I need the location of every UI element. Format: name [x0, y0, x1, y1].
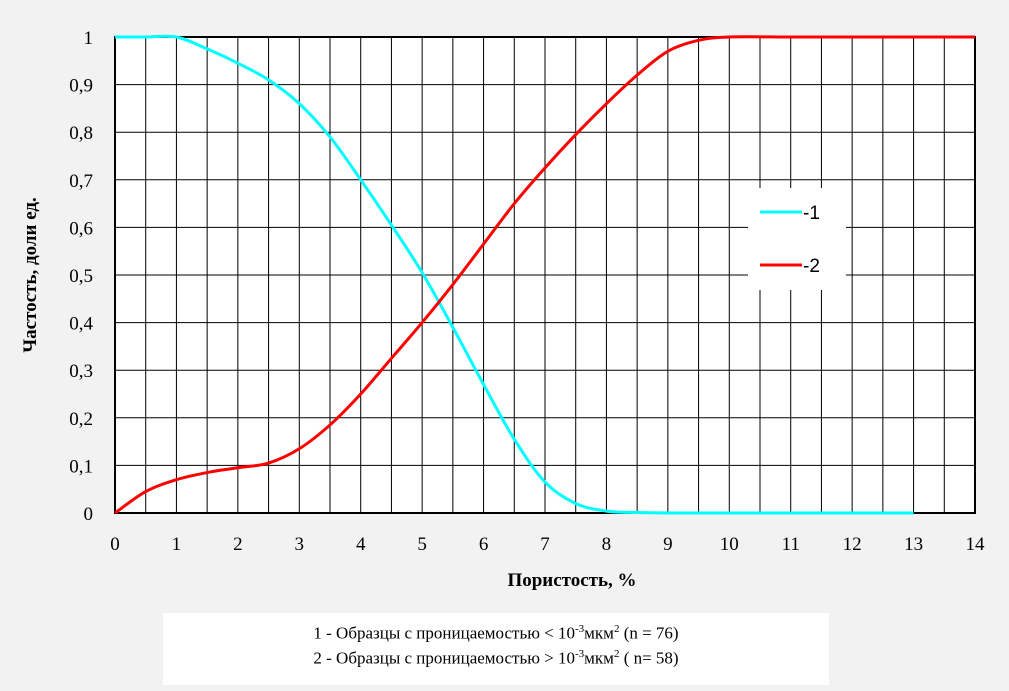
legend-box — [748, 188, 846, 290]
x-tick-label: 14 — [966, 534, 986, 555]
note-2-count: ( n= 58) — [619, 648, 679, 668]
note-1-unit: мкм — [584, 623, 614, 643]
note-2-text: 2 - Образцы с проницаемостью > 10 — [313, 648, 575, 668]
chart-canvas: 0 1 2 3 4 5 6 7 8 9 10 11 12 13 14 00,10,20,30,40,50,6… — [20, 28, 985, 591]
y-tick-label: 0,5 — [69, 266, 93, 287]
y-tick-label: 0,9 — [69, 76, 93, 97]
x-tick-label: 9 — [663, 534, 673, 555]
legend-label-1: -1 — [803, 203, 820, 224]
x-tick-label: 13 — [904, 534, 923, 555]
y-tick-label: 0,6 — [69, 218, 93, 239]
y-tick-label: 0,1 — [69, 456, 93, 477]
note-1-count: (n = 76) — [619, 623, 679, 643]
x-axis-label: Пористость, % — [507, 570, 636, 591]
plot-border — [114, 36, 976, 514]
x-tick-label: 0 — [110, 534, 120, 555]
series-line-2 — [114, 35, 975, 515]
x-tick-label: 4 — [356, 534, 366, 555]
x-tick-label: 8 — [602, 534, 612, 555]
note-line-2: 2 - Образцы с проницаемостью > 10-3мкм2 … — [163, 648, 829, 669]
y-tick-label: 0,7 — [69, 171, 93, 192]
y-tick-label: 1 — [84, 28, 94, 49]
x-tick-label: 3 — [295, 534, 305, 555]
y-tick-label: 0 — [84, 504, 94, 525]
x-tick-label: 12 — [843, 534, 862, 555]
note-2-unit: мкм — [584, 648, 614, 668]
x-tick-labels: 0 1 2 3 4 5 6 7 8 9 10 11 12 13 14 — [110, 534, 985, 555]
x-tick-label: 1 — [172, 534, 182, 555]
note-1-text: 1 - Образцы с проницаемостью < 10 — [313, 623, 575, 643]
y-tick-labels: 0 0,1 0,2 0,3 0,4 0,5 0,6 0,7 0,8 0,9 1 — [69, 28, 93, 525]
note-1-unit-exponent: 2 — [613, 623, 620, 635]
y-tick-label: 0,8 — [69, 123, 93, 144]
note-2-unit-exponent: 2 — [613, 648, 620, 660]
y-axis-label: Частость, доли ед. — [20, 197, 41, 353]
legend: -1 -2 — [748, 188, 846, 290]
x-tick-label: 10 — [720, 534, 739, 555]
x-tick-label: 11 — [782, 534, 800, 555]
x-tick-label: 5 — [417, 534, 427, 555]
legend-label-2: -2 — [803, 256, 820, 277]
x-tick-label: 6 — [479, 534, 489, 555]
series-layer — [114, 34, 975, 515]
y-tick-label: 0,3 — [69, 361, 93, 382]
note-2-exponent: -3 — [574, 648, 585, 660]
y-tick-label: 0,2 — [69, 409, 93, 430]
series-line-1 — [115, 34, 914, 515]
x-tick-label: 7 — [540, 534, 550, 555]
notes-box: 1 - Образцы с проницаемостью < 10-3мкм2 … — [163, 613, 829, 685]
note-1-exponent: -3 — [574, 623, 585, 635]
x-tick-label: 2 — [233, 534, 243, 555]
y-tick-label: 0,4 — [69, 314, 93, 335]
note-line-1: 1 - Образцы с проницаемостью < 10-3мкм2 … — [163, 623, 829, 644]
